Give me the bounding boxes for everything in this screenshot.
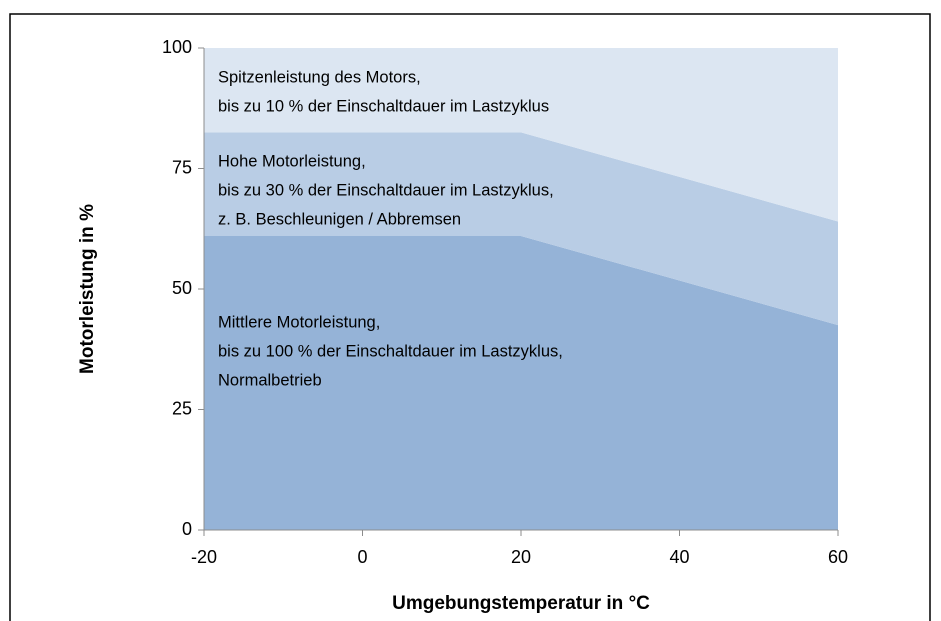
area-label: bis zu 10 % der Einschaltdauer im Lastzy… [218,97,549,115]
area-label: Spitzenleistung des Motors, [218,68,421,86]
x-tick-label: 60 [828,547,848,567]
area [204,132,838,326]
area-label: Normalbetrieb [218,371,322,389]
area-label: z. B. Beschleunigen / Abbremsen [218,210,461,228]
area-label: bis zu 100 % der Einschaltdauer im Lastz… [218,342,563,360]
y-tick-label: 75 [172,157,192,177]
area-label: bis zu 30 % der Einschaltdauer im Lastzy… [218,181,554,199]
area-label: Mittlere Motorleistung, [218,313,380,331]
x-axis-title: Umgebungstemperatur in °C [392,593,650,614]
y-tick-label: 50 [172,278,192,298]
x-tick-label: 0 [357,547,367,567]
x-tick-label: 20 [511,547,531,567]
y-tick-label: 0 [182,519,192,539]
area-label: Hohe Motorleistung, [218,152,366,170]
y-axis-title: Motorleistung in % [77,204,98,374]
x-tick-label: 40 [669,547,689,567]
area [204,235,838,531]
y-tick-label: 100 [162,37,192,57]
x-tick-label: -20 [191,547,217,567]
frame [9,13,931,621]
y-tick-label: 25 [172,398,192,418]
area [204,48,838,222]
